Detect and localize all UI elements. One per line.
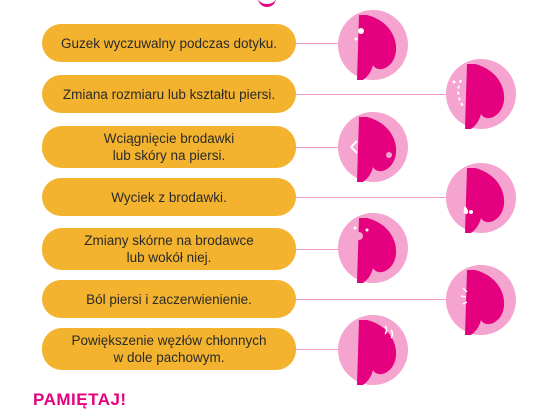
symptom-pill-5: Zmiany skórne na brodawce lub wokół niej… — [42, 228, 296, 270]
symptom-label: Wyciek z brodawki. — [111, 189, 227, 205]
symptom-label: Ból piersi i zaczerwienienie. — [86, 291, 252, 307]
connector-line — [296, 249, 338, 250]
symptom-pill-3: Wciągnięcie brodawki lub skóry na piersi… — [42, 126, 296, 168]
lymph-nodes-icon — [338, 315, 408, 385]
breast-shape-change-icon — [446, 59, 516, 129]
symptom-pill-2: Zmiana rozmiaru lub kształtu piersi. — [42, 75, 296, 113]
connector-line — [296, 349, 338, 350]
symptom-label: Guzek wyczuwalny podczas dotyku. — [60, 35, 278, 51]
connector-line — [296, 43, 338, 44]
skin-changes-icon — [338, 213, 408, 283]
connector-line — [296, 299, 446, 300]
breast-pain-redness-icon — [446, 265, 516, 335]
symptom-pill-7: Powiększenie węzłów chłonnych w dole pac… — [42, 328, 296, 370]
connector-line — [296, 147, 338, 148]
symptom-pill-1: Guzek wyczuwalny podczas dotyku. — [42, 24, 296, 62]
nipple-discharge-icon — [446, 163, 516, 233]
symptom-label: Zmiana rozmiaru lub kształtu piersi. — [62, 86, 276, 102]
symptom-pill-4: Wyciek z brodawki. — [42, 178, 296, 216]
symptom-label: Powiększenie węzłów chłonnych w dole pac… — [71, 333, 267, 365]
symptom-label: Zmiany skórne na brodawce lub wokół niej… — [84, 233, 254, 265]
header-decoration — [258, 0, 276, 7]
connector-line — [296, 197, 446, 198]
footer-heading: PAMIĘTAJ! — [33, 390, 127, 409]
connector-line — [296, 94, 446, 95]
breast-lump-icon — [338, 10, 408, 80]
symptom-pill-6: Ból piersi i zaczerwienienie. — [42, 280, 296, 318]
symptom-label: Wciągnięcie brodawki lub skóry na piersi… — [103, 131, 235, 163]
nipple-retraction-icon — [338, 112, 408, 182]
